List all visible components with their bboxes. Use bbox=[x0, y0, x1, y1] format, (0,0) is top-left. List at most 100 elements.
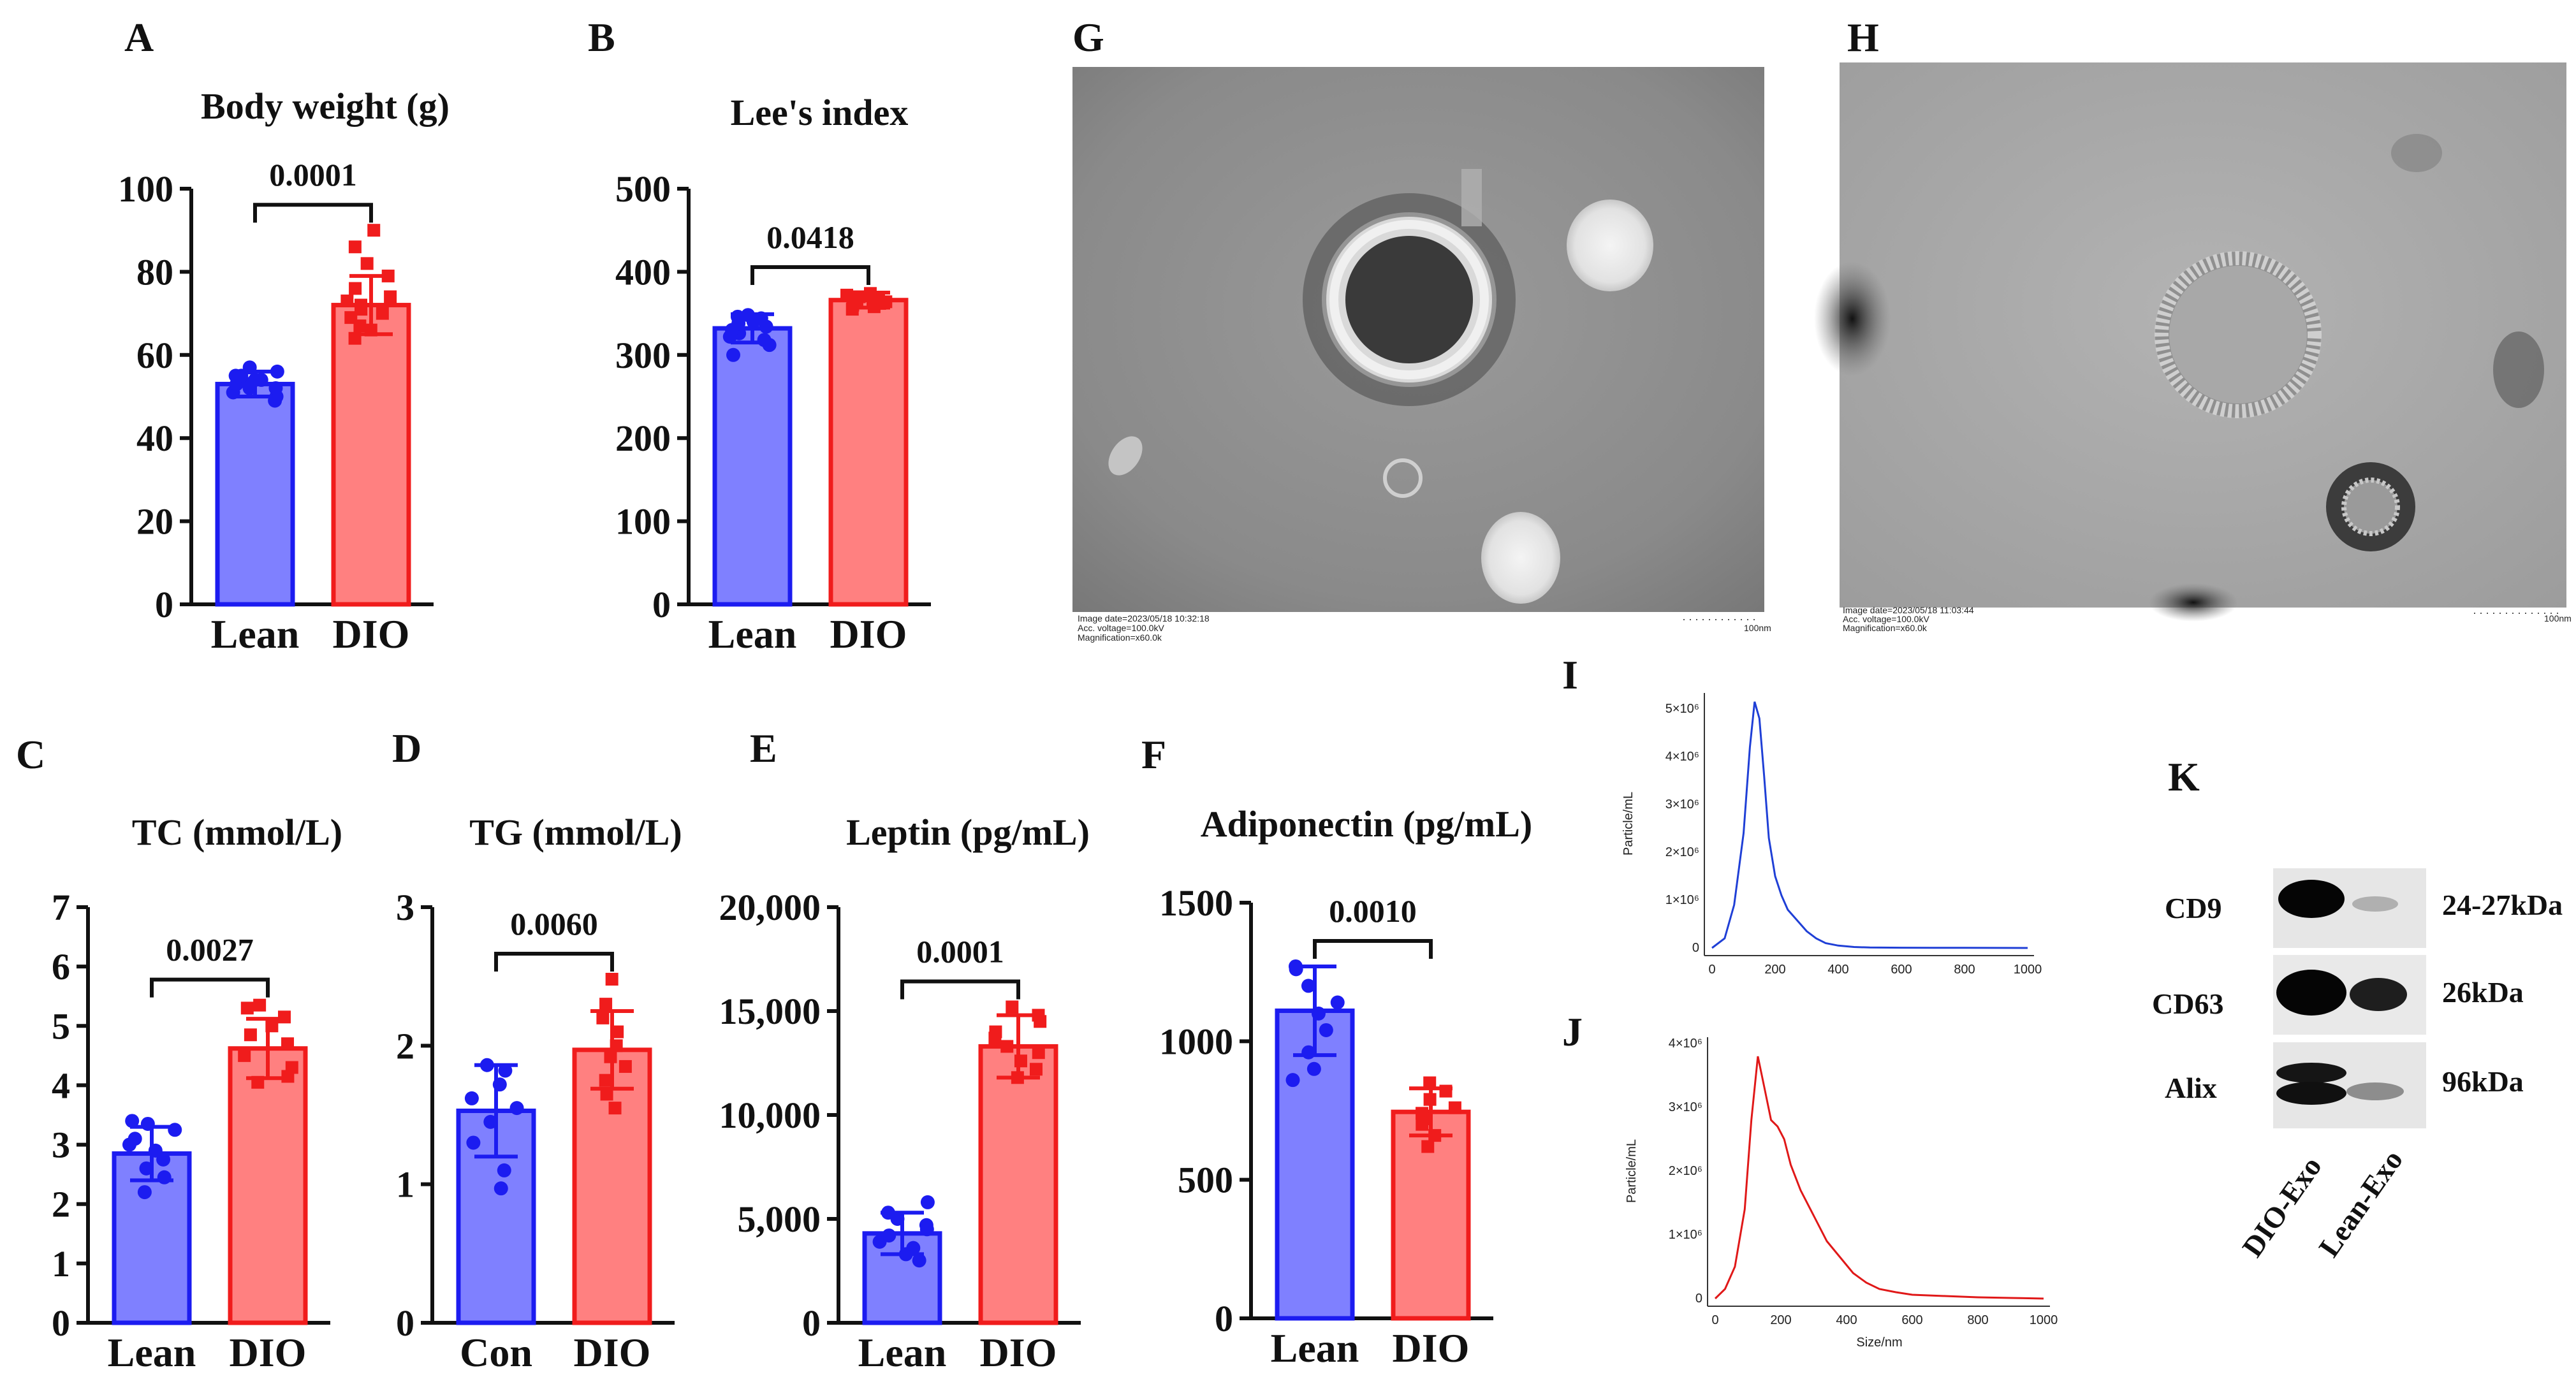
data-point-dio-C bbox=[238, 1049, 251, 1062]
data-point-lean-D bbox=[483, 1114, 498, 1129]
data-point-lean-D bbox=[494, 1181, 508, 1196]
y-tick-label-A: 100 bbox=[118, 168, 173, 210]
x-category-label-A: Lean bbox=[211, 611, 300, 657]
nta-y-tick-J: 4×10⁶ bbox=[1669, 1037, 1702, 1051]
y-tick-label-C: 7 bbox=[52, 887, 70, 928]
data-point-dio-F bbox=[1423, 1093, 1437, 1106]
y-tick-label-A: 20 bbox=[136, 501, 173, 543]
y-tick-label-D: 1 bbox=[396, 1164, 414, 1206]
panel-letter-A: A bbox=[124, 15, 154, 60]
y-tick-label-F: 1500 bbox=[1159, 882, 1233, 924]
nta-x-label-J: Size/nm bbox=[1856, 1336, 1902, 1350]
data-point-lean-D bbox=[509, 1101, 524, 1116]
y-tick-label-C: 2 bbox=[52, 1184, 70, 1225]
wb-size-cd9: 24-27kDa bbox=[2442, 889, 2563, 921]
data-point-dio-C bbox=[277, 1010, 291, 1024]
nta-x-tick-I: 1000 bbox=[2014, 963, 2042, 977]
nta-x-tick-I: 800 bbox=[1954, 963, 1975, 977]
tem-G-caption-mag: Magnification=x60.0k bbox=[1078, 632, 1162, 643]
chart-title-F: Adiponectin (pg/mL) bbox=[1201, 803, 1532, 845]
tem-G-vesicle-main bbox=[1303, 193, 1516, 406]
nta-line-J bbox=[1714, 1056, 2044, 1300]
bar-dio-B bbox=[828, 298, 909, 607]
tem-G-scale-label: 100nm bbox=[1744, 623, 1771, 633]
significance-bracket-A bbox=[253, 203, 373, 223]
chart-panel-D: TG (mmol/L) 0 1 2 3 Con DIO 0.0060 bbox=[396, 812, 682, 1375]
wb-lane-lean-exo: Lean-Exo bbox=[2312, 1144, 2409, 1262]
data-point-dio-D bbox=[600, 1088, 613, 1101]
data-point-dio-F bbox=[1428, 1129, 1442, 1142]
y-tick-label-C: 1 bbox=[52, 1243, 70, 1285]
chart-panel-F: Adiponectin (pg/mL) 0 500 1000 1500 Lean DIO 0.… bbox=[1159, 803, 1532, 1371]
data-point-dio-A bbox=[344, 311, 358, 324]
p-value-D: 0.0060 bbox=[510, 906, 598, 942]
tem-G-vesicle-2 bbox=[1567, 200, 1653, 291]
y-tick-label-A: 40 bbox=[136, 418, 173, 459]
wb-band-cd9-dio bbox=[2278, 880, 2345, 918]
tem-H-vesicle-2 bbox=[2326, 462, 2415, 551]
x-category-label-E: DIO bbox=[980, 1330, 1057, 1375]
data-point-dio-A bbox=[340, 295, 354, 308]
data-point-lean-D bbox=[492, 1077, 507, 1092]
bar-lean-A bbox=[215, 381, 295, 607]
y-tick-label-C: 6 bbox=[52, 946, 70, 987]
tem-G-debris bbox=[1461, 169, 1482, 226]
wb-size-cd63: 26kDa bbox=[2442, 976, 2524, 1009]
tem-G-vesicle-5 bbox=[1383, 458, 1423, 498]
y-tick-label-F: 1000 bbox=[1159, 1021, 1233, 1062]
significance-bracket-B bbox=[750, 265, 870, 285]
y-tick-label-B: 300 bbox=[615, 335, 671, 376]
data-point-lean-D bbox=[497, 1163, 511, 1177]
y-tick-label-D: 3 bbox=[396, 887, 414, 928]
nta-x-tick-I: 600 bbox=[1891, 963, 1912, 977]
data-point-dio-D bbox=[599, 998, 613, 1011]
data-point-lean-A bbox=[228, 368, 243, 383]
data-point-lean-A bbox=[268, 381, 283, 395]
nta-y-label-I: Particle/mL bbox=[1621, 792, 1636, 856]
p-value-C: 0.0027 bbox=[166, 932, 254, 968]
nta-y-tick-J: 3×10⁶ bbox=[1669, 1100, 1702, 1114]
nta-x-tick-I: 200 bbox=[1764, 963, 1785, 977]
y-tick-label-F: 500 bbox=[1178, 1160, 1233, 1201]
nta-y-tick-J: 0 bbox=[1695, 1292, 1702, 1306]
nta-y-tick-I: 5×10⁶ bbox=[1665, 702, 1699, 716]
data-point-dio-E bbox=[1029, 1063, 1043, 1076]
y-tick-label-B: 0 bbox=[652, 584, 671, 625]
nta-chart-J: 0 200 400 600 800 1000 0 1×10⁶ 2×10⁶ 3×10⁶ 4×10⁶ Pa… bbox=[1625, 1037, 2058, 1350]
chart-title-C: TC (mmol/L) bbox=[132, 812, 342, 853]
x-category-label-C: DIO bbox=[230, 1330, 307, 1375]
data-point-lean-F bbox=[1306, 1061, 1321, 1076]
y-tick-label-B: 400 bbox=[615, 251, 671, 293]
data-point-dio-C bbox=[265, 1019, 279, 1033]
y-tick-label-C: 5 bbox=[52, 1005, 70, 1047]
data-point-dio-A bbox=[355, 298, 368, 312]
data-point-dio-A bbox=[360, 257, 374, 270]
data-point-lean-E bbox=[912, 1253, 926, 1268]
data-point-lean-E bbox=[920, 1195, 935, 1209]
data-point-dio-D bbox=[618, 1060, 632, 1073]
nta-y-tick-I: 1×10⁶ bbox=[1665, 893, 1699, 907]
data-point-dio-F bbox=[1448, 1101, 1461, 1114]
panel-letter-J: J bbox=[1562, 1009, 1583, 1054]
bar-dio-C bbox=[228, 1046, 308, 1325]
data-point-lean-E bbox=[919, 1218, 933, 1232]
x-category-label-F: DIO bbox=[1393, 1325, 1470, 1371]
data-point-lean-A bbox=[254, 372, 268, 387]
data-point-lean-C bbox=[148, 1143, 163, 1158]
data-point-dio-C bbox=[281, 1037, 295, 1051]
x-category-label-E: Lean bbox=[858, 1330, 947, 1375]
panel-letter-H: H bbox=[1847, 15, 1879, 60]
data-point-lean-B bbox=[754, 311, 768, 326]
data-point-lean-C bbox=[157, 1170, 172, 1184]
wb-band-cd63-dio bbox=[2276, 970, 2346, 1016]
data-point-lean-A bbox=[270, 364, 284, 379]
data-point-dio-D bbox=[608, 1102, 622, 1115]
data-point-dio-A bbox=[349, 282, 362, 295]
y-tick-label-F: 0 bbox=[1215, 1298, 1233, 1339]
p-value-B: 0.0418 bbox=[766, 219, 854, 255]
data-point-dio-D bbox=[599, 1074, 612, 1087]
data-point-lean-E bbox=[881, 1206, 895, 1220]
significance-bracket-F bbox=[1313, 938, 1433, 959]
bar-dio-E bbox=[978, 1044, 1058, 1325]
